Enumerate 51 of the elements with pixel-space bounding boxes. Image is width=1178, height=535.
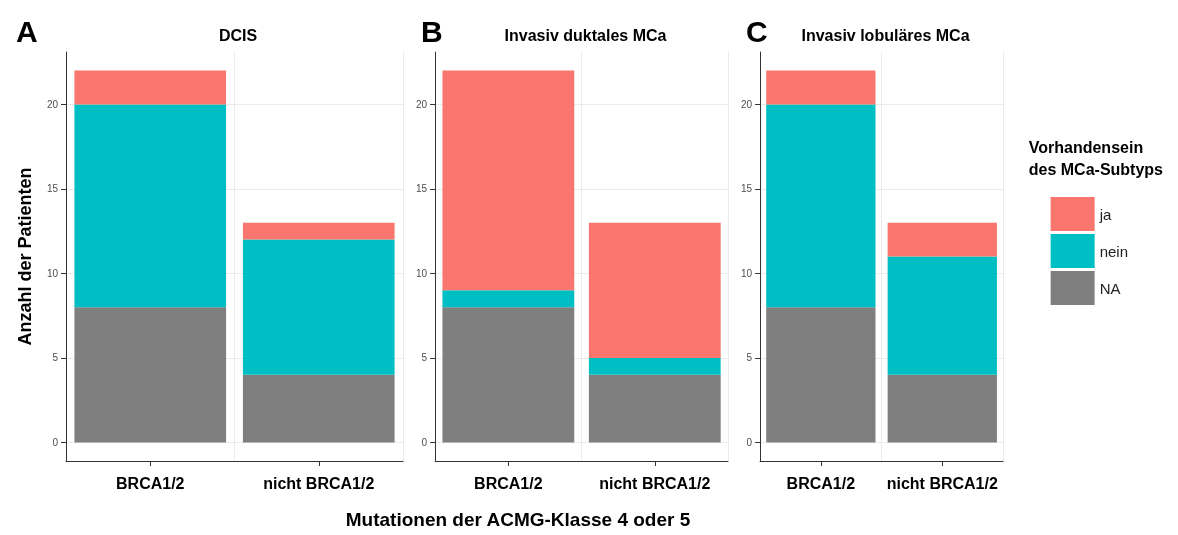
bar	[766, 307, 876, 443]
x-tick-label: BRCA1/2	[116, 474, 185, 492]
y-tick-label: 10	[416, 267, 428, 279]
y-tick-label: 0	[421, 436, 428, 448]
y-tick-label: 10	[741, 267, 753, 279]
y-tick-label: 0	[746, 436, 753, 448]
bar	[74, 307, 227, 443]
bar	[588, 374, 721, 443]
x-tick-label: BRCA1/2	[786, 474, 856, 492]
y-tick-label: 5	[52, 352, 59, 364]
y-tick-label: 5	[421, 352, 428, 364]
x-tick-label: nicht BRCA1/2	[886, 474, 998, 492]
y-tick-label: 20	[416, 98, 428, 110]
chart-title: Invasiv lobuläres MCa	[801, 26, 970, 44]
chart-title: DCIS	[218, 26, 258, 44]
bar	[766, 70, 876, 105]
bar	[74, 70, 227, 105]
legend-label: ja	[1098, 205, 1112, 223]
bar	[887, 256, 997, 375]
bar	[242, 222, 395, 240]
legend-label: NA	[1099, 279, 1121, 297]
bar	[887, 374, 997, 443]
y-tick-label: 20	[46, 98, 59, 110]
text: B	[421, 14, 443, 48]
legend-label: nein	[1099, 242, 1128, 260]
x-tick-label: BRCA1/2	[474, 474, 543, 492]
bar	[242, 239, 395, 375]
bar	[74, 104, 227, 308]
bar	[766, 104, 876, 308]
bar	[442, 307, 575, 443]
y-tick-label: 0	[52, 436, 59, 448]
text: A	[16, 14, 38, 48]
bar	[588, 357, 721, 375]
y-tick-label: 15	[46, 183, 59, 195]
text: C	[746, 14, 768, 48]
x-tick-label: nicht BRCA1/2	[599, 474, 711, 492]
bar	[442, 290, 575, 308]
bar	[242, 374, 395, 443]
legend-title: Vorhandensein des MCa-Subtyps	[1028, 138, 1164, 178]
y-tick-label: 5	[746, 352, 753, 364]
y-tick-label: 20	[741, 98, 753, 110]
chart-title: Invasiv duktales MCa	[504, 26, 667, 44]
bar	[588, 222, 721, 358]
x-axis-title: Mutationen der ACMG-Klasse 4 oder 5	[344, 509, 692, 531]
y-tick-label: 10	[46, 267, 59, 279]
bar	[887, 222, 997, 257]
y-tick-label: 15	[741, 183, 753, 195]
y-tick-label: 15	[416, 183, 428, 195]
bar	[442, 70, 575, 291]
y-axis-title: Anzahl der Patienten	[15, 167, 35, 346]
x-tick-label: nicht BRCA1/2	[263, 474, 375, 492]
